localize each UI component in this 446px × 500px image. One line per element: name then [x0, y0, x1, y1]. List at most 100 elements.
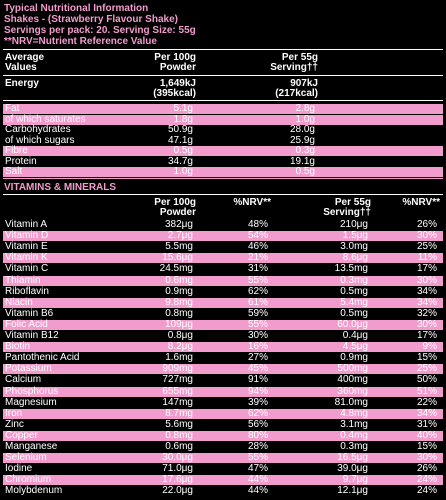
nutrient-per100: 1.8g [173, 113, 193, 125]
vitamin-name: Vitamin K [5, 252, 48, 264]
vitamin-row: Biotin 8.2μg 16% 4.5μg 9% [3, 341, 443, 353]
vitamin-nrv100: 44% [247, 485, 268, 497]
vitamin-name: Folic Acid [5, 318, 48, 330]
divider [3, 75, 443, 76]
vitamin-name: Molybdenum [5, 485, 63, 497]
vitamin-per100: 382μg [164, 219, 193, 230]
vitamin-row: Iodine 71.0μg 47% 39.0μg 26% [3, 464, 443, 474]
vitamin-per100: 0.6mg [165, 441, 193, 452]
vitamin-name: Thiamin [5, 274, 41, 286]
energy-kcal-100: (395kcal) [153, 88, 196, 99]
vitamin-nrv55: 26% [416, 219, 437, 230]
vitamin-nrv55: 50% [416, 374, 437, 386]
vitamin-per100: 5.6mg [165, 418, 193, 430]
nutrient-per100: 5.1g [173, 103, 193, 114]
vitamin-name: Manganese [5, 441, 58, 452]
vitamin-nrv100: 91% [247, 374, 268, 386]
vitamin-nrv100: 55% [247, 318, 268, 330]
nutrient-name: Carbohydrates [5, 124, 71, 135]
vitamin-per100: 9.8mg [165, 296, 193, 308]
vitamin-per55: 4.5μg [342, 341, 368, 353]
vitamin-nrv100: 16% [247, 341, 268, 353]
energy-kcal-55: (217kcal) [275, 88, 318, 99]
vitamin-nrv55: 34% [416, 407, 437, 419]
nutrient-name: of which saturates [5, 113, 86, 125]
vitamin-nrv55: 32% [416, 307, 437, 319]
divider [3, 49, 443, 50]
vit-head-powder: Powder [159, 207, 196, 218]
vitamin-row: Pantothenic Acid 1.6mg 27% 0.9mg 15% [3, 353, 443, 363]
vitamin-per55: 39.0μg [337, 463, 368, 475]
nutrient-name: Fibre [5, 145, 28, 156]
vitamin-nrv100: 28% [247, 441, 268, 452]
vitamin-name: Calcium [5, 374, 42, 386]
nutrient-name: of which sugars [5, 134, 75, 146]
vitamin-nrv55: 24% [416, 485, 437, 497]
vitamin-per100: 0.8μg [167, 330, 193, 341]
vitamin-row: Thiamin 0.6mg 55% 0.3mg 30% [3, 274, 443, 286]
divider [3, 194, 443, 195]
vitamin-name: Copper [5, 429, 38, 441]
vitamin-per55: 3.1mg [340, 418, 368, 430]
vitamin-nrv100: 47% [247, 463, 268, 475]
vitamin-per55: 3.0mg [340, 241, 368, 253]
vitamin-per55: 0.3mg [340, 274, 368, 286]
vitamin-nrv100: 21% [247, 252, 268, 264]
vitamin-name: Chromium [5, 474, 52, 486]
nutrient-per100: 47.1g [167, 134, 193, 146]
vitamin-per55: 500mg [337, 363, 368, 375]
vitamin-nrv100: 45% [247, 363, 268, 375]
vitamin-name: Phosphorus [5, 385, 59, 397]
vitamin-row: Calcium 727mg 91% 400mg 50% [3, 375, 443, 385]
vitamin-row: Vitamin E 5.5mg 46% 3.0mg 25% [3, 242, 443, 252]
vitamin-nrv55: 30% [416, 318, 437, 330]
vitamin-name: Vitamin B6 [5, 307, 54, 319]
vitamin-name: Zinc [5, 418, 24, 430]
vitamin-per100: 109μg [164, 318, 193, 330]
vitamin-name: Niacin [5, 296, 33, 308]
vitamin-nrv55: 31% [416, 418, 437, 430]
vitamin-per100: 5.5mg [165, 241, 193, 253]
vitamin-nrv100: 56% [247, 418, 268, 430]
nutrient-row: Protein 34.7g 19.1g [3, 155, 443, 167]
energy-kj-100: 1,649kJ [159, 78, 196, 89]
vitamin-nrv100: 61% [247, 296, 268, 308]
vitamin-per55: 13.5mg [334, 263, 368, 275]
vitamin-per100: 2.7μg [167, 230, 193, 242]
vitamin-per100: 0.8mg [165, 429, 193, 441]
energy-kj-55: 907kJ [290, 78, 318, 89]
nutrient-row: of which saturates 1.8g 1.0g [3, 113, 443, 125]
vitamin-per55: 4.8mg [340, 407, 368, 419]
vit-head-serving: Serving†† [323, 207, 371, 218]
vitamin-row: Folic Acid 109μg 55% 60.0μg 30% [3, 318, 443, 330]
servings-info: Servings per pack: 20. Serving Size: 55g [4, 25, 196, 36]
vitamin-row: Manganese 0.6mg 28% 0.3mg 15% [3, 442, 443, 452]
vitamin-nrv55: 40% [416, 429, 437, 441]
vitamin-per100: 30.0μg [162, 452, 193, 464]
vitamin-name: Vitamin D [5, 230, 49, 242]
vitamin-nrv100: 59% [247, 307, 268, 319]
nutrient-per100: 0.5g [173, 145, 193, 156]
vitamin-per100: 8.7mg [165, 407, 193, 419]
nutrient-per100: 34.7g [167, 155, 193, 167]
vitamin-row: Vitamin B12 0.8μg 30% 0.4μg 17% [3, 331, 443, 341]
vitamin-per100: 655mg [162, 385, 193, 397]
vitamin-per100: 0.8mg [165, 307, 193, 319]
col-head-serving: Serving†† [270, 62, 318, 73]
vitamin-nrv55: 15% [416, 441, 437, 452]
vitamin-row: Zinc 5.6mg 56% 3.1mg 31% [3, 418, 443, 430]
vitamin-row: Selenium 30.0μg 55% 16.5μg 30% [3, 452, 443, 464]
vitamin-per100: 15.6μg [162, 252, 193, 264]
vitamin-nrv100: 62% [247, 407, 268, 419]
vitamin-nrv100: 48% [247, 219, 268, 230]
vitamin-nrv100: 55% [247, 274, 268, 286]
divider [3, 100, 443, 101]
vitamin-nrv100: 54% [247, 230, 268, 242]
vitamin-row: Riboflavin 0.9mg 62% 0.5mg 34% [3, 286, 443, 297]
vitamin-name: Pantothenic Acid [5, 352, 80, 364]
divider [3, 178, 443, 179]
vitamin-per55: 60.0μg [337, 318, 368, 330]
col-head-per100: Per 100g [154, 52, 196, 63]
nutrient-name: Protein [5, 155, 37, 167]
vitamin-per55: 16.5μg [337, 452, 368, 464]
